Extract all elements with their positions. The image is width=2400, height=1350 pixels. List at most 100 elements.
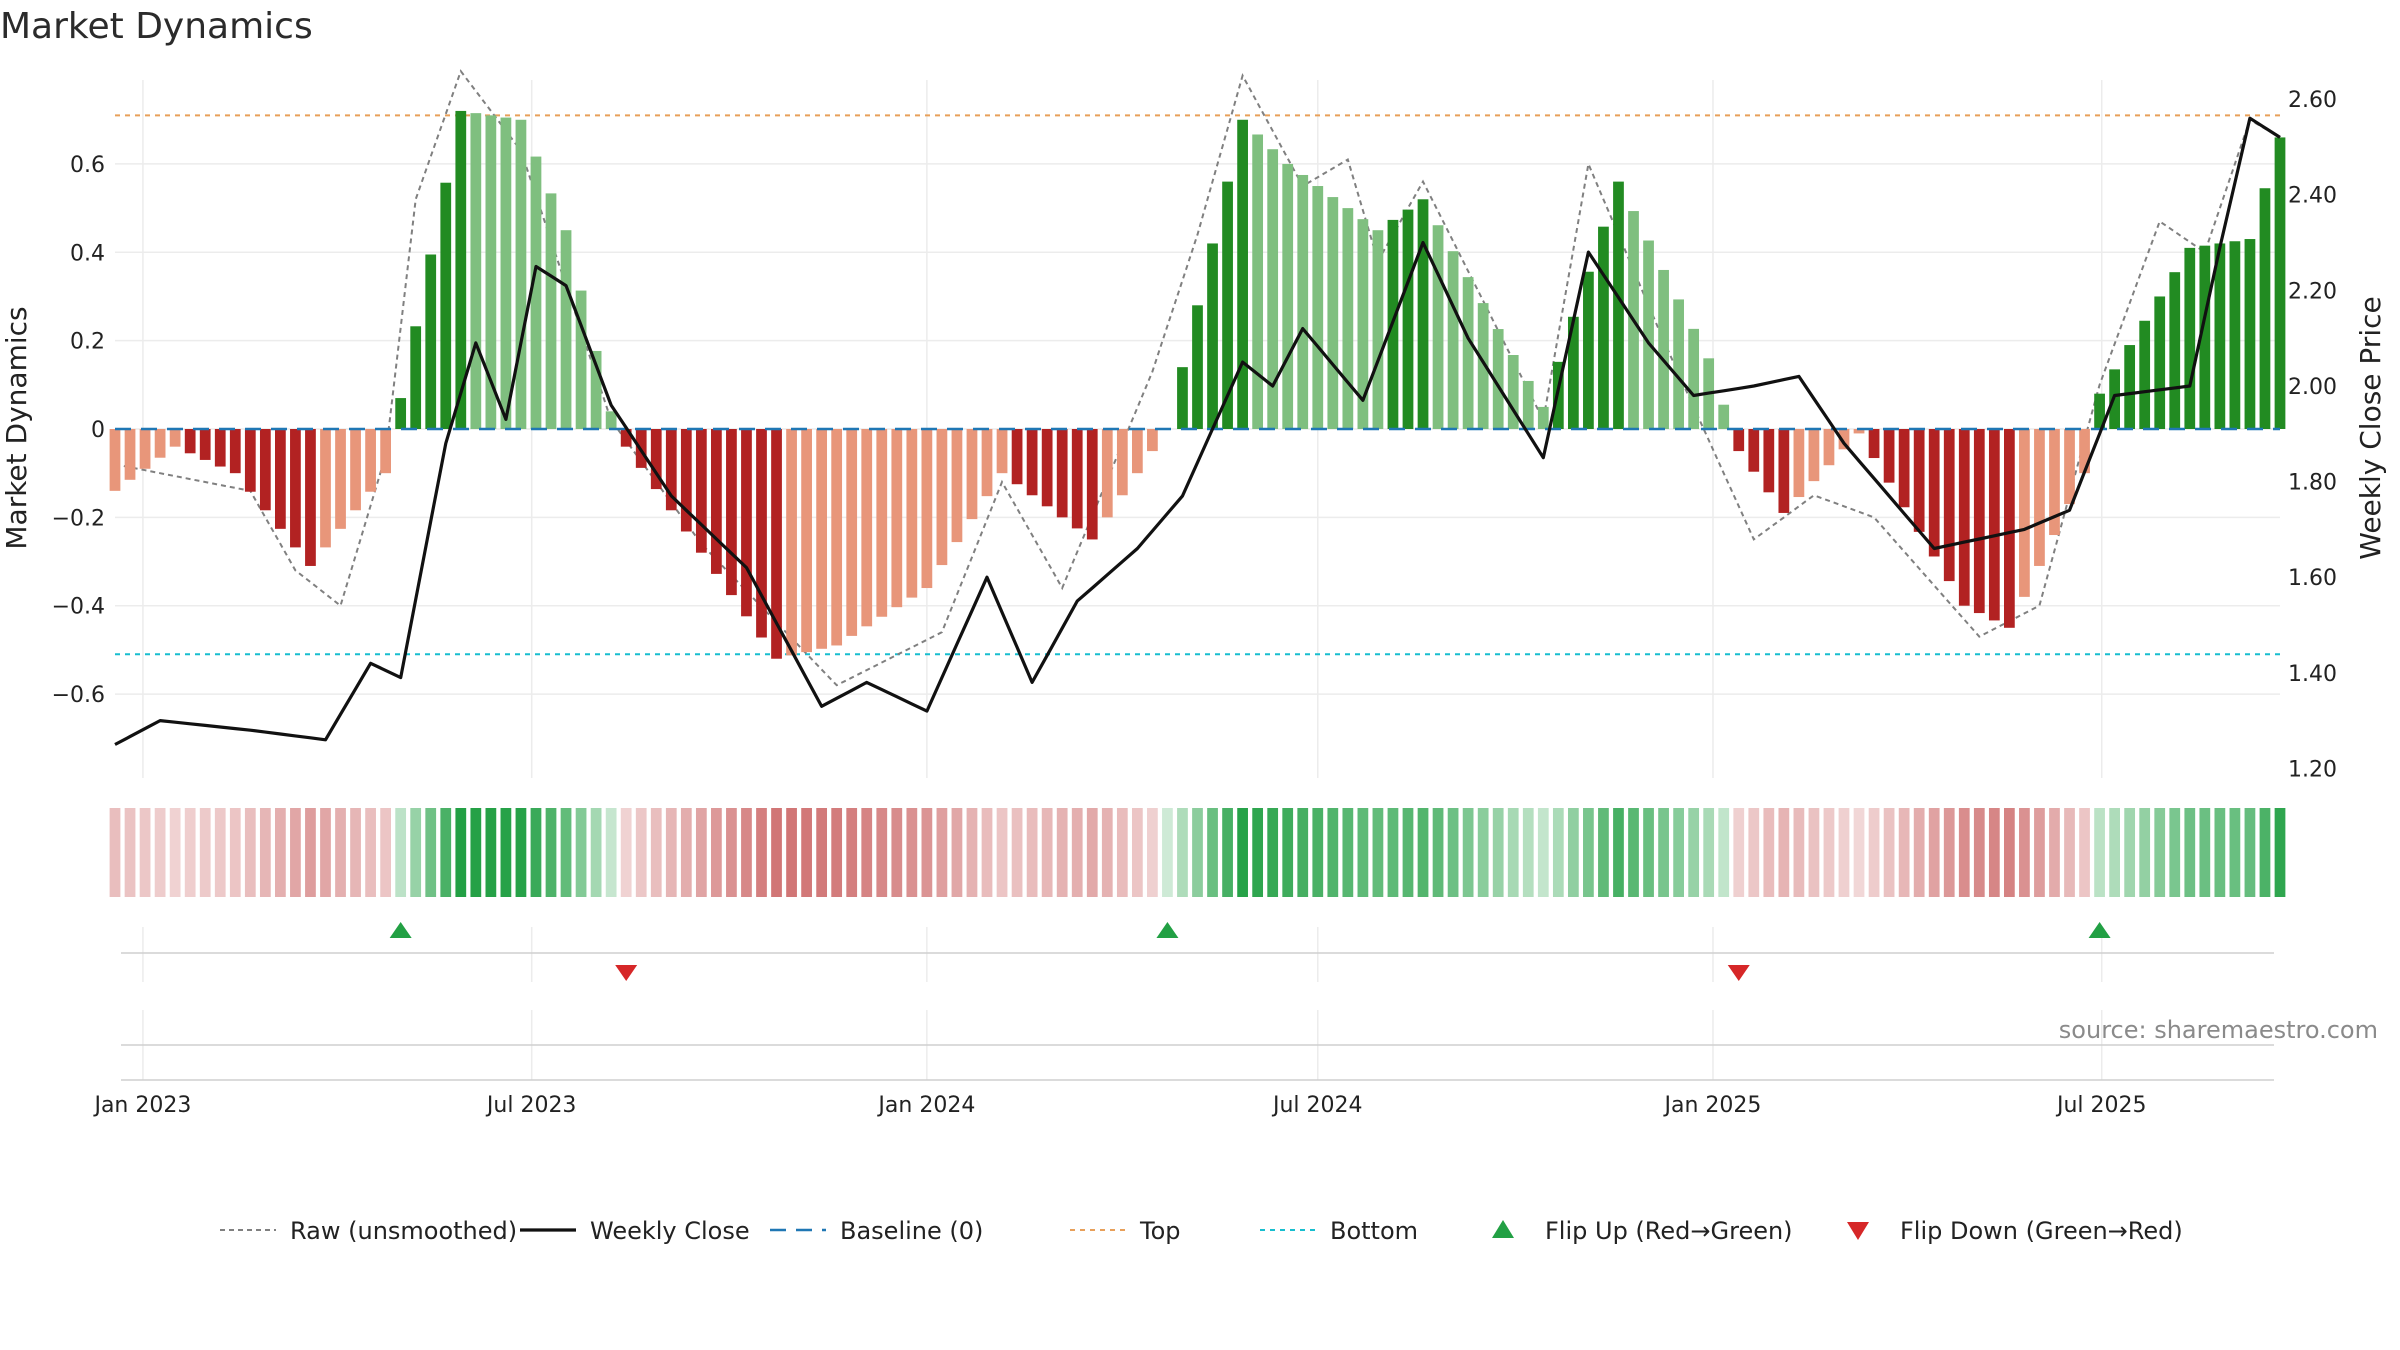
dynamics-bar	[365, 429, 376, 492]
dynamics-bar	[2079, 429, 2090, 474]
regime-cell	[290, 808, 301, 897]
price-line	[114, 116, 2281, 746]
regime-cell	[1628, 808, 1639, 897]
dynamics-bar	[726, 429, 737, 596]
left-tick-label: 0	[91, 418, 105, 443]
dynamics-bar	[741, 429, 752, 617]
regime-cell	[680, 808, 692, 897]
regime-cell	[1237, 808, 1248, 897]
regime-cell	[214, 808, 226, 897]
dynamics-bar	[2169, 272, 2181, 429]
regime-cell	[2049, 808, 2060, 897]
dynamics-bar	[560, 230, 572, 429]
regime-cell	[124, 808, 136, 897]
regime-cell	[455, 808, 467, 897]
dynamics-bar	[1492, 329, 1504, 429]
dynamics-bar	[650, 429, 662, 490]
x-tick-label: Jul 2025	[2055, 1093, 2147, 1118]
regime-cell	[2229, 808, 2241, 897]
legend-item-baseline: Baseline (0)	[770, 1217, 983, 1245]
regime-cell	[726, 808, 737, 897]
regime-cell	[590, 808, 602, 897]
regime-cell	[259, 808, 271, 897]
regime-cell	[395, 808, 407, 897]
regime-cell	[2199, 808, 2211, 897]
dynamics-bar	[2034, 429, 2045, 566]
dynamics-bar	[1372, 230, 1384, 429]
dynamics-bar	[350, 429, 361, 511]
regime-cell	[2169, 808, 2181, 897]
right-tick-label: 1.60	[2288, 566, 2337, 591]
regime-cell	[2214, 808, 2226, 897]
dynamics-bar	[2259, 188, 2271, 429]
dynamics-bar	[1327, 197, 1339, 429]
dynamics-bar	[1913, 429, 1925, 532]
regime-cell	[605, 808, 617, 897]
regime-cell	[1898, 808, 1910, 897]
dynamics-bar	[2003, 429, 2015, 628]
regime-cell	[575, 808, 587, 897]
regime-cell	[981, 808, 993, 897]
regime-cell	[801, 808, 812, 897]
raw-line	[114, 69, 2281, 687]
dynamics-bar	[1417, 199, 1429, 429]
chart-title: Market Dynamics	[0, 6, 313, 47]
regime-cell	[1116, 808, 1128, 897]
regime-cell	[1462, 808, 1474, 897]
regime-cell	[1282, 808, 1294, 897]
regime-cell	[1086, 808, 1098, 897]
regime-cell	[2259, 808, 2271, 897]
regime-cell	[1793, 808, 1805, 897]
regime-cell	[1733, 808, 1745, 897]
regime-strip	[109, 808, 2286, 897]
regime-cell	[861, 808, 873, 897]
dynamics-bar	[1748, 429, 1760, 472]
dynamics-bar	[1973, 429, 1985, 614]
dynamics-bar	[1522, 380, 1534, 429]
dynamics-bar	[680, 429, 692, 532]
regime-cell	[620, 808, 632, 897]
regime-cell	[1703, 808, 1715, 897]
regime-cell	[1853, 808, 1865, 897]
dynamics-bar	[1056, 429, 1068, 518]
regime-cell	[530, 808, 542, 897]
regime-cell	[229, 808, 241, 897]
regime-cell	[1868, 808, 1880, 897]
dynamics-bar	[229, 429, 241, 474]
legend-swatch	[1847, 1222, 1869, 1240]
regime-cell	[2109, 808, 2120, 897]
dynamics-bar	[470, 113, 482, 430]
regime-cell	[1838, 808, 1850, 897]
regime-cell	[1131, 808, 1143, 897]
regime-cell	[1252, 808, 1264, 897]
regime-cell	[665, 808, 677, 897]
regime-cell	[1598, 808, 1609, 897]
dynamics-bar	[1898, 429, 1910, 508]
dynamics-bar	[1958, 429, 1970, 606]
dynamics-bar	[786, 429, 797, 656]
regime-cell	[1327, 808, 1339, 897]
regime-cell	[2034, 808, 2045, 897]
dynamics-bar	[1462, 277, 1474, 429]
regime-cell	[1552, 808, 1564, 897]
regime-cell	[139, 808, 151, 897]
dynamics-bar	[1733, 429, 1745, 452]
dynamics-bar	[380, 429, 392, 474]
dynamics-bar	[2274, 137, 2286, 430]
regime-cell	[2079, 808, 2090, 897]
x-tick-label: Jan 2023	[92, 1093, 191, 1118]
dynamics-bar	[1838, 429, 1850, 450]
dynamics-bar	[1086, 429, 1098, 540]
flip-up-marker	[389, 922, 412, 938]
regime-cell	[2244, 808, 2256, 897]
dynamics-bar	[1567, 316, 1579, 429]
dynamics-bar	[199, 429, 211, 460]
price-line-layer	[114, 116, 2281, 746]
regime-cell	[1958, 808, 1970, 897]
dynamics-bar	[169, 429, 181, 447]
dynamics-bar	[2049, 429, 2060, 536]
regime-cell	[169, 808, 181, 897]
regime-cell	[1222, 808, 1233, 897]
dynamics-bar	[1101, 429, 1113, 518]
y-axis-label-left: Market Dynamics	[0, 306, 33, 549]
